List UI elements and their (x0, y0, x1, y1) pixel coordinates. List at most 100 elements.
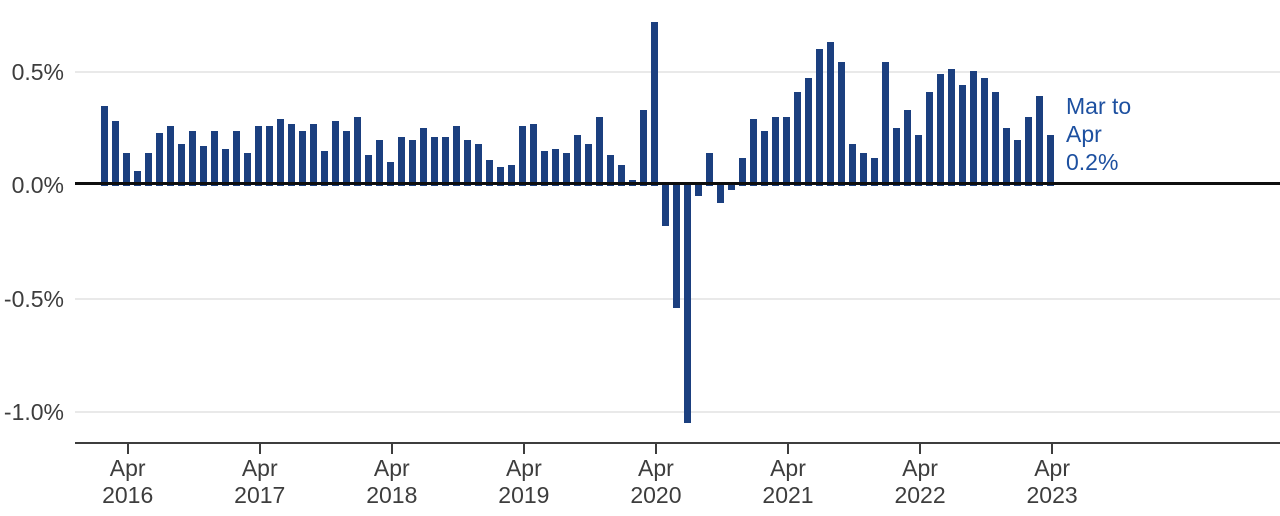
bar (508, 165, 516, 186)
bar (673, 184, 681, 308)
bar (585, 144, 593, 186)
bar (1014, 140, 1022, 186)
bar (750, 119, 758, 186)
bar (309, 124, 317, 186)
bar (232, 131, 240, 186)
y-tick-label: -1.0% (3, 399, 64, 425)
bar (144, 153, 152, 186)
x-tick-year: 2021 (762, 482, 814, 508)
bar (155, 133, 163, 186)
bar (849, 144, 857, 186)
x-tick-month: Apr (109, 455, 146, 481)
gridline-0.5% (75, 70, 1280, 73)
bar (651, 22, 659, 186)
bar (563, 153, 571, 186)
y-tick-label: 0.5% (11, 58, 64, 85)
x-tick-month: Apr (373, 455, 410, 481)
bar (431, 137, 439, 186)
x-tick-year: 2022 (894, 482, 946, 508)
bar (453, 126, 461, 186)
x-tick-label-2021: Apr 2021 (728, 455, 848, 509)
bar (662, 184, 670, 226)
x-tick-month: Apr (241, 455, 278, 481)
bar (761, 131, 769, 186)
bar (387, 162, 395, 186)
x-tick (654, 442, 657, 454)
bar (640, 110, 648, 186)
zero-baseline (75, 182, 1280, 185)
bar (343, 131, 350, 186)
x-tick-year: 2018 (366, 482, 418, 508)
bar (574, 135, 582, 186)
bar (100, 106, 108, 186)
x-tick-year: 2023 (1026, 482, 1078, 508)
bar (365, 155, 373, 186)
bar (827, 42, 835, 186)
bar (948, 69, 956, 186)
x-tick-month: Apr (638, 455, 674, 481)
bar (871, 158, 879, 186)
x-tick-label-2020: Apr 2020 (596, 455, 716, 509)
bar (816, 49, 824, 186)
bar (794, 92, 802, 186)
annotation-line-3: 0.2% (1066, 149, 1119, 175)
bar (298, 131, 306, 186)
bar (772, 117, 780, 186)
x-tick-month: Apr (770, 455, 806, 481)
x-tick-label-2019: Apr 2019 (464, 455, 584, 509)
annotation-line-1: Mar to (1066, 93, 1132, 119)
x-tick-year: 2019 (498, 482, 550, 508)
bar (717, 184, 725, 203)
x-tick-year: 2016 (102, 482, 154, 508)
bar (188, 131, 196, 186)
bar (970, 71, 978, 186)
bar (596, 117, 604, 186)
bar (618, 165, 626, 186)
x-tick (390, 442, 393, 454)
x-tick-label-2016: Apr 2016 (68, 455, 188, 509)
bar (552, 149, 560, 186)
bar (838, 62, 846, 186)
x-tick (126, 442, 129, 454)
bar (177, 144, 185, 186)
bar (1036, 96, 1044, 186)
bar (937, 74, 945, 186)
bar (442, 137, 450, 186)
bar (1047, 135, 1055, 186)
y-tick-label: -0.5% (3, 285, 64, 312)
bar (486, 160, 494, 186)
bar (398, 137, 406, 186)
bar (739, 158, 747, 186)
bar (166, 126, 174, 186)
bar (464, 140, 472, 186)
x-tick-label-2017: Apr 2017 (200, 455, 320, 509)
bar (332, 121, 339, 186)
y-tick-label: 0.0% (11, 172, 64, 198)
x-tick-month: Apr (1034, 455, 1070, 481)
bar (221, 149, 229, 186)
x-tick (258, 442, 261, 454)
bar (805, 78, 813, 186)
x-axis-line (75, 442, 1280, 444)
bar (981, 78, 989, 186)
latest-value-annotation: Mar to Apr 0.2% (1066, 92, 1176, 176)
x-tick-label-2022: Apr 2022 (860, 455, 980, 509)
bar (354, 117, 361, 186)
bar (376, 140, 384, 186)
bar (409, 140, 417, 186)
bar (783, 117, 791, 186)
bar (860, 153, 868, 186)
bar (706, 153, 714, 186)
bar (265, 126, 273, 186)
x-tick (787, 442, 789, 454)
bar (420, 128, 428, 186)
x-tick-label-2018: Apr 2018 (332, 455, 452, 509)
bar (926, 92, 934, 186)
bar (199, 146, 207, 186)
x-tick-year: 2020 (630, 482, 682, 508)
bar (243, 153, 251, 186)
bar (959, 85, 967, 186)
bar (607, 155, 615, 186)
bar (287, 124, 295, 186)
